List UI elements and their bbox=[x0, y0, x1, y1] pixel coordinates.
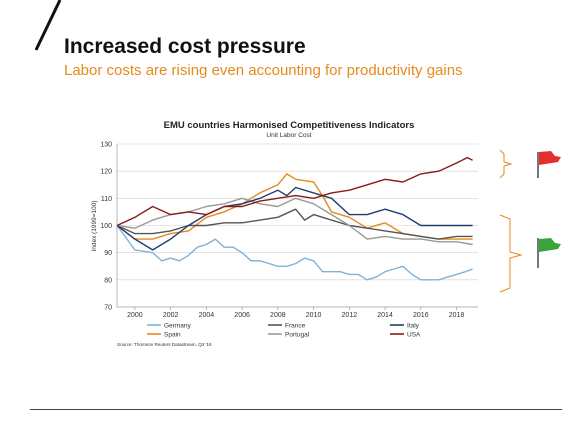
line-chart: EMU countries Harmonised Competitiveness… bbox=[91, 120, 561, 347]
x-tick-label: 2002 bbox=[163, 312, 179, 319]
y-tick-label: 90 bbox=[104, 250, 112, 257]
y-tick-label: 70 bbox=[104, 305, 112, 312]
series-line-germany bbox=[116, 225, 473, 281]
x-tick-label: 2018 bbox=[449, 312, 465, 319]
y-tick-label: 130 bbox=[100, 142, 112, 149]
x-tick-label: 2016 bbox=[413, 312, 429, 319]
series-line-portugal bbox=[116, 197, 473, 246]
legend-label-spain: Spain bbox=[164, 331, 181, 338]
series-line-italy bbox=[116, 186, 473, 251]
legend-label-italy: Italy bbox=[407, 322, 420, 329]
series-lines bbox=[116, 156, 473, 281]
y-axis-label: Index (1999=100) bbox=[91, 200, 98, 251]
annotations bbox=[499, 149, 523, 293]
y-tick-label: 120 bbox=[100, 169, 112, 176]
x-tick-label: 2008 bbox=[270, 312, 286, 319]
series-line-usa bbox=[116, 156, 473, 227]
slide-subtitle: Labor costs are rising even accounting f… bbox=[64, 62, 463, 79]
legend-label-france: France bbox=[285, 322, 306, 329]
y-tick-label: 80 bbox=[104, 277, 112, 284]
x-tick-label: 2000 bbox=[127, 312, 143, 319]
y-tick-label: 100 bbox=[100, 223, 112, 230]
slide-title: Increased cost pressure bbox=[64, 35, 306, 58]
axes: 70 80 90 100 110 120 130 2000 2002 2004 2006 2008 20… bbox=[100, 142, 478, 319]
series-line-spain bbox=[116, 173, 473, 240]
red-flag-icon bbox=[537, 151, 561, 178]
series-line-france bbox=[116, 208, 473, 240]
legend-label-portugal: Portugal bbox=[285, 331, 310, 338]
green-flag-icon bbox=[537, 238, 561, 268]
x-tick-label: 2014 bbox=[377, 312, 393, 319]
upper-bracket bbox=[499, 149, 513, 179]
x-tick-label: 2006 bbox=[234, 312, 250, 319]
lower-bracket bbox=[499, 214, 523, 293]
y-tick-label: 110 bbox=[101, 196, 112, 203]
chart-title: EMU countries Harmonised Competitiveness… bbox=[164, 120, 415, 131]
chart-source: Source: Thomson Reuters Datastream, Q3 '… bbox=[117, 342, 212, 347]
legend: Germany France Italy Spain Portugal USA bbox=[147, 322, 421, 338]
legend-label-germany: Germany bbox=[164, 322, 191, 329]
decorative-slash bbox=[34, 0, 62, 51]
legend-label-usa: USA bbox=[407, 331, 421, 338]
x-tick-label: 2010 bbox=[306, 312, 322, 319]
footer-rule bbox=[30, 409, 562, 410]
x-tick-label: 2012 bbox=[342, 312, 358, 319]
chart-subtitle: Unit Labor Cost bbox=[266, 132, 311, 139]
x-tick-label: 2004 bbox=[199, 312, 215, 319]
